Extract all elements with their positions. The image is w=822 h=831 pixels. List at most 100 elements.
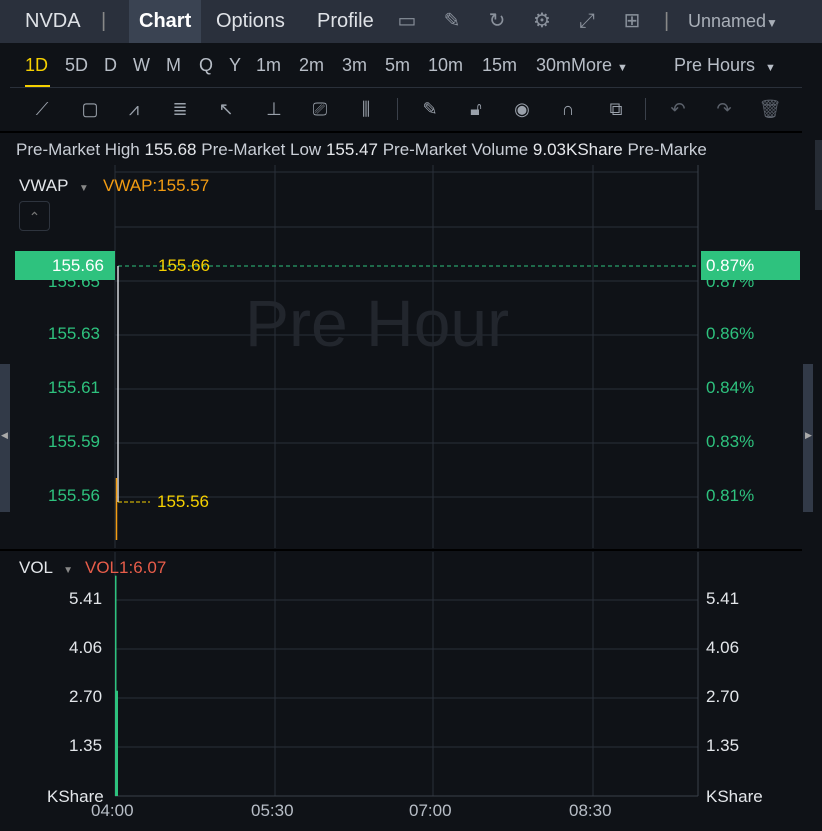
current-pct-tag: 0.87% (701, 251, 800, 280)
session-select[interactable]: Pre Hours ▼ (674, 55, 776, 76)
timeframe-15m[interactable]: 15m (482, 55, 518, 75)
redo-icon[interactable]: ↷ (716, 99, 732, 119)
timeframe-5m[interactable]: 5m (385, 55, 411, 75)
price-tick: 155.56 (48, 486, 100, 505)
time-tick: 04:00 (91, 801, 134, 820)
chevron-down-icon: ▼ (78, 183, 89, 194)
vol-tick-right: 4.06 (706, 638, 740, 657)
tab-options[interactable]: Options (216, 10, 285, 32)
vol-unit-left: KShare (47, 787, 104, 806)
rectangle-icon[interactable]: ▢ (81, 99, 99, 119)
undo-icon[interactable]: ↶ (670, 99, 686, 119)
fib-icon[interactable]: ≣ (172, 99, 188, 119)
candle-indicator-icon[interactable]: ⫼ (361, 99, 371, 119)
pct-tick: 0.83% (706, 432, 755, 451)
timeframe-Q[interactable]: Q (199, 55, 214, 75)
pct-tick: 0.84% (706, 378, 755, 397)
timeframe-D[interactable]: D (104, 55, 117, 75)
vwap-indicator-select[interactable]: VWAP ▼ (19, 176, 89, 196)
timeframe-30m[interactable]: 30m (536, 55, 572, 75)
more-timeframes-button[interactable]: More ▼ (571, 55, 628, 76)
timeframe-2m[interactable]: 2m (299, 55, 325, 75)
pre-market-info: Pre-Market High 155.68 Pre-Market Low 15… (16, 140, 802, 160)
chevron-left-icon: ◀ (1, 430, 8, 440)
divider (645, 98, 646, 120)
current-price-tag: 155.66 (15, 251, 115, 280)
tab-chart[interactable]: Chart (129, 0, 202, 43)
divider (10, 87, 802, 88)
timeframe-Y[interactable]: Y (229, 55, 242, 75)
time-tick: 07:00 (409, 801, 452, 820)
pct-tick: 0.86% (706, 324, 755, 343)
vol-indicator-select[interactable]: VOL ▼ (19, 558, 73, 578)
vol-tick-right: 5.41 (706, 589, 740, 608)
vol-tick: 1.35 (69, 736, 103, 755)
tab-profile[interactable]: Profile (317, 10, 374, 32)
indicator-name: VOL (19, 558, 53, 577)
high-marker: 155.66 (158, 256, 210, 275)
timeframe-1D[interactable]: 1D (25, 55, 49, 75)
lock-icon[interactable]: 🔓︎ (470, 99, 482, 119)
session-label: Pre Hours (674, 55, 756, 75)
divider: | (101, 10, 107, 32)
chevron-down-icon: ▼ (766, 16, 778, 30)
right-panel-handle[interactable]: ▶ (803, 364, 813, 512)
chevron-down-icon: ▼ (63, 565, 74, 576)
volume-value: 9.03KShare (532, 140, 623, 159)
collapse-button[interactable]: ⌃ (19, 201, 50, 231)
volume-bar (115, 575, 117, 796)
pattern-icon[interactable]: ⩘ (128, 99, 140, 119)
layout-grid-icon[interactable]: ⊞ (623, 10, 641, 32)
magnet-icon[interactable]: ∩ (561, 99, 575, 119)
layers-icon[interactable]: ⧉ (609, 99, 623, 119)
low-marker: 155.56 (157, 492, 209, 511)
chevron-down-icon: ▼ (617, 62, 628, 74)
trend-line-icon[interactable]: ⟋ (35, 99, 49, 119)
timeframe-W[interactable]: W (133, 55, 150, 75)
timeframe-5D[interactable]: 5D (65, 55, 89, 75)
timeframe-1m[interactable]: 1m (256, 55, 282, 75)
timeframe-10m[interactable]: 10m (428, 55, 464, 75)
left-panel-handle[interactable]: ◀ (0, 364, 10, 512)
more-label: More (571, 55, 613, 75)
indicator-name: VWAP (19, 176, 69, 195)
pencil-icon[interactable]: ✎ (422, 99, 438, 119)
vol-tick: 2.70 (69, 687, 103, 706)
time-tick: 05:30 (251, 801, 294, 820)
vol-tick-right: 2.70 (706, 687, 740, 706)
vol-value: VOL1:6.07 (85, 558, 167, 577)
chevron-right-icon: ▶ (805, 430, 812, 440)
timeframe-bar: 1D 5D D W M Q Y 1m 2m 3m 5m 10m 15m 30m More ▼ Pre Ho… (0, 43, 822, 87)
settings-icon[interactable]: ⚙ (533, 10, 551, 32)
vol-tick: 5.41 (69, 589, 103, 608)
refresh-icon[interactable]: ↻ (488, 10, 506, 32)
trash-icon[interactable]: 🗑︎ (758, 99, 782, 119)
divider: | (664, 10, 670, 32)
drawing-toolbar: ⟋ ▢ ⩘ ≣ ↖ ⊥ ⎚ ⫼ ✎ 🔓︎ ◉ ∩ ⧉ ↶ ↷ 🗑︎ (0, 88, 802, 131)
volume-label: Pre-Market Volume (382, 140, 529, 159)
vwap-value: VWAP:155.57 (103, 176, 210, 195)
high-label: Pre-Market High (16, 140, 140, 159)
text-note-icon[interactable]: ⎚ (312, 99, 328, 119)
divider (0, 131, 802, 133)
draw-icon[interactable]: ✎ (443, 10, 461, 32)
timeframe-3m[interactable]: 3m (342, 55, 368, 75)
measure-icon[interactable]: ⊥ (266, 99, 282, 119)
scrollbar[interactable] (815, 140, 822, 210)
price-tick: 155.59 (48, 432, 100, 451)
symbol-label[interactable]: NVDA (25, 10, 81, 32)
volume-bar (116, 690, 118, 796)
arrow-icon[interactable]: ↖ (218, 99, 234, 119)
timeframe-M[interactable]: M (166, 55, 181, 75)
price-tick: 155.63 (48, 324, 100, 343)
vol-tick-right: 1.35 (706, 736, 740, 755)
pct-tick: 0.81% (706, 486, 755, 505)
fullscreen-icon[interactable]: ⤢ (579, 10, 595, 32)
eye-icon[interactable]: ◉ (514, 99, 530, 119)
vol-tick: 4.06 (69, 638, 103, 657)
top-bar: NVDA | Chart Options Profile ▭ ✎ ↻ ⚙ ⤢ ⊞… (0, 0, 822, 43)
chart-screen-icon[interactable]: ▭ (397, 10, 417, 32)
low-value: 155.47 (325, 140, 378, 159)
layout-select[interactable]: Unnamed▼ (688, 0, 778, 43)
